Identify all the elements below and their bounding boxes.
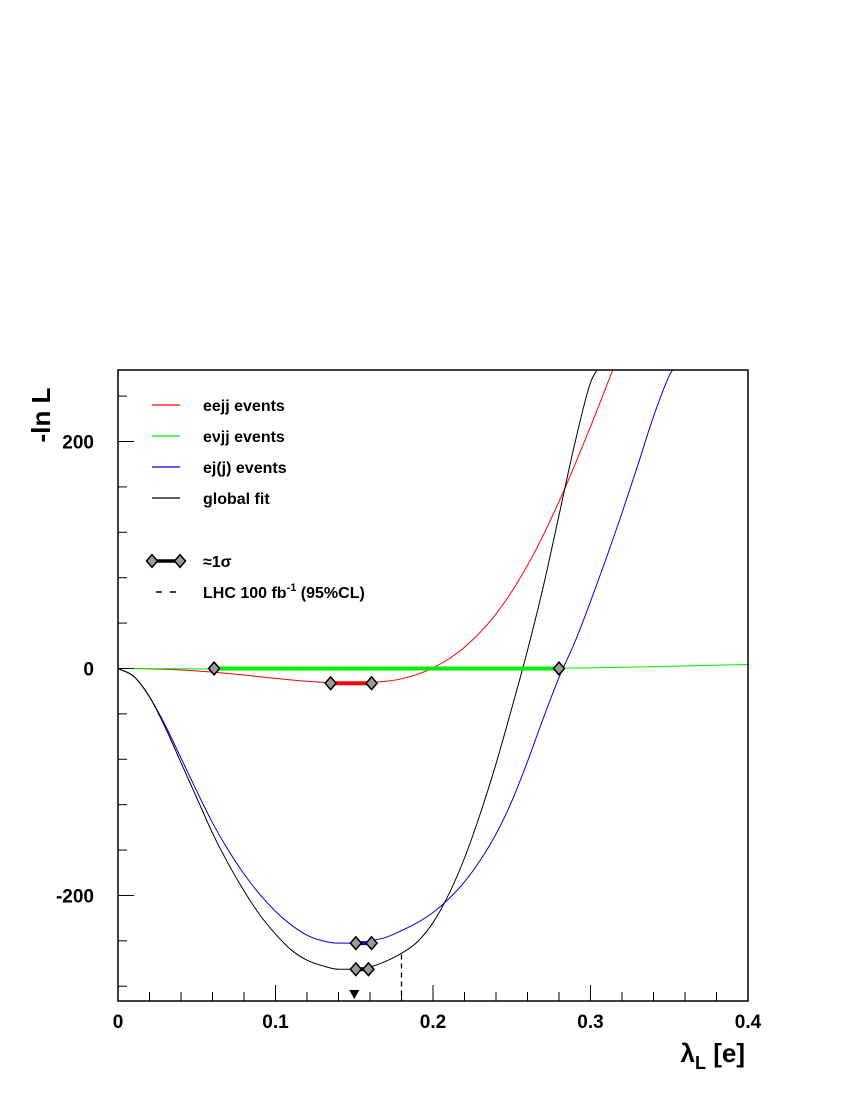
x-axis-title-unit: [e] [706, 1038, 745, 1068]
x-tick-label: 0.1 [262, 1012, 289, 1033]
x-tick-label: 0.4 [735, 1012, 762, 1033]
y-axis-title: -ln L [26, 387, 56, 442]
legend-label: ej(j) events [203, 460, 287, 477]
legend-swatch-low-marker [145, 553, 159, 569]
x-axis-title-symbol: λ [681, 1038, 696, 1068]
legend-label: eejj events [203, 398, 285, 415]
best-fit-marker [349, 990, 360, 999]
y-tick-label: 200 [62, 432, 94, 453]
error-bar-high-marker [365, 675, 379, 691]
error-bar-high-marker [552, 661, 566, 676]
legend-label-main: LHC 100 fb [203, 585, 287, 602]
tick-label-layer: 0 0.1 0.2 0.3 0.4 -200 0 200 [56, 432, 762, 1033]
error-bar-low-marker [324, 675, 338, 691]
error-bar-low-marker [349, 961, 363, 977]
legend-label: global fit [203, 491, 270, 508]
x-tick-label: 0.3 [577, 1012, 603, 1033]
error-bar-layer [207, 661, 566, 1001]
x-tick-label: 0 [113, 1012, 124, 1033]
x-tick-label: 0.2 [420, 1012, 446, 1033]
legend-swatch-high-marker [173, 553, 187, 569]
x-axis-title-subscript: L [695, 1053, 706, 1073]
series-line-ejj [118, 370, 674, 944]
series-line-eejj [118, 370, 614, 684]
curve-layer [118, 370, 748, 970]
legend-label: eνjj events [203, 429, 285, 446]
error-bar-low-marker [207, 661, 221, 676]
legend-label: LHC 100 fb-1 (95%CL) [203, 582, 365, 602]
y-tick-label: 0 [83, 659, 94, 680]
legend-label: ≈1σ [203, 554, 232, 571]
error-bar-high-marker [365, 935, 379, 951]
error-bar-high-marker [361, 961, 375, 977]
x-axis-title: λL [e] [681, 1038, 745, 1073]
legend-label-tail: (95%CL) [296, 585, 364, 602]
legend-label-superscript: -1 [287, 582, 297, 594]
y-tick-label: -200 [56, 886, 94, 907]
legend: eejj events eνjj events ej(j) events global… [145, 398, 365, 602]
error-bar-low-marker [349, 935, 363, 951]
